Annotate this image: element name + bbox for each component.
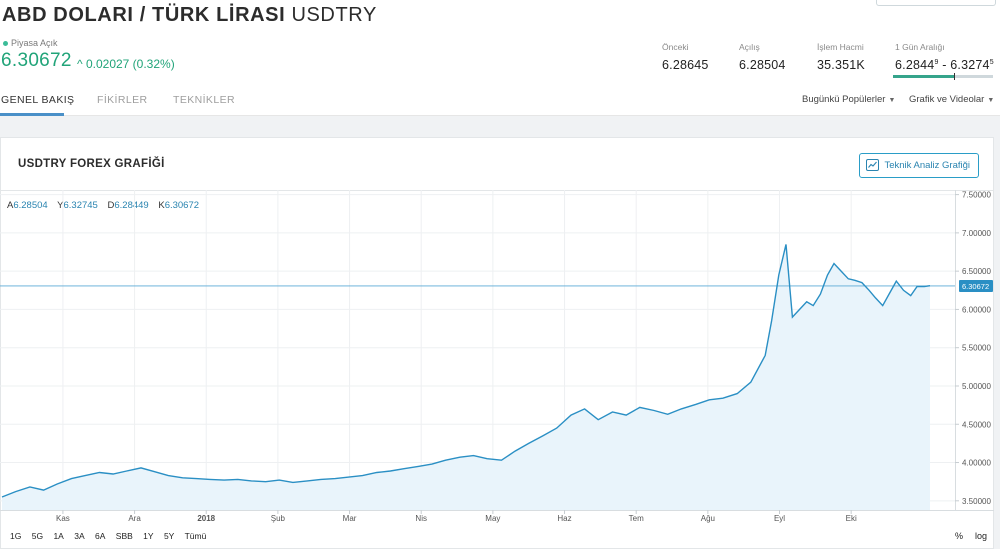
last-price-tag-bg	[959, 279, 993, 292]
current-price: 6.30672	[1, 50, 72, 71]
stat-open: Açılış 6.28504	[739, 42, 786, 72]
market-open-dot-icon	[3, 41, 8, 47]
popular-today-label: Bugünkü Popülerler	[802, 94, 886, 105]
market-status-text: Piyasa Açık	[11, 38, 58, 48]
stat-day-range-value: 6.28449 - 6.32745	[895, 58, 994, 72]
chart-icon	[866, 159, 880, 171]
stat-day-range-label: 1 Gün Aralığı	[895, 42, 945, 52]
timeframe-bar: 1G 5G 1A 3A 6A SBB 1Y 5Y Tümü	[10, 531, 214, 541]
stat-volume-value: 35.351K	[817, 58, 865, 72]
x-tick-label: Eyl	[774, 514, 785, 523]
stat-volume-label: İşlem Hacmi	[817, 42, 864, 52]
ohlc-open-value: 6.28504	[13, 200, 48, 211]
price-chart[interactable]: 7.50000 7.00000 6.50000 6.00000 5.50000 5.000…	[0, 190, 994, 530]
log-scale-toggle[interactable]: log	[975, 531, 988, 541]
stat-open-label: Açılış	[739, 42, 760, 52]
tab-technicals[interactable]: TEKNİKLER	[173, 94, 235, 106]
stat-volume: İşlem Hacmi 35.351K	[817, 42, 865, 72]
x-tick-label: 2018	[197, 514, 215, 523]
stat-previous: Önceki 6.28645	[662, 42, 709, 72]
tab-bar: GENEL BAKIŞ FİKİRLER TEKNİKLER Bugünkü P…	[0, 92, 1000, 116]
x-tick-label: Tem	[629, 514, 644, 523]
y-tick-label: 4.50000	[962, 420, 991, 429]
y-tick-label: 6.00000	[962, 305, 991, 314]
chevron-down-icon: ▼	[987, 97, 995, 104]
ohlc-high-label: Y	[57, 200, 64, 211]
y-tick-label: 5.50000	[962, 344, 991, 353]
y-tick-label: 3.50000	[962, 497, 991, 506]
x-tick-label: Ara	[128, 514, 141, 523]
technical-analysis-chart-label: Teknik Analiz Grafiği	[884, 160, 970, 171]
stat-previous-label: Önceki	[662, 42, 689, 52]
last-price-tag: 6.30672	[959, 279, 993, 292]
price-axis: 7.50000 7.00000 6.50000 6.00000 5.50000 5.000…	[955, 191, 991, 506]
y-tick-label: 5.00000	[962, 382, 991, 391]
pair-name: ABD DOLARI / TÜRK LİRASI	[2, 4, 286, 26]
range-high: 6.3274	[950, 58, 990, 72]
ohlc-low-value: 6.28449	[114, 200, 149, 211]
chart-card-header: USDTRY FOREX GRAFİĞİ Teknik Analiz Grafi…	[1, 138, 993, 191]
ohlc-low-label: D	[107, 200, 115, 211]
price-area-fill	[2, 244, 930, 510]
chart-card-title: USDTRY FOREX GRAFİĞİ	[18, 158, 165, 170]
timeframe-1m[interactable]: 1A	[53, 531, 64, 541]
timeframe-ytd[interactable]: SBB	[115, 531, 133, 541]
day-range-bar	[893, 73, 993, 80]
market-status: Piyasa Açık	[3, 38, 58, 48]
range-high-pip: 5	[989, 58, 994, 66]
price-change: ^ 0.02027 (0.32%)	[77, 57, 175, 71]
x-tick-label: Eki	[846, 514, 857, 523]
timeframe-1d[interactable]: 1G	[10, 531, 22, 541]
x-tick-label: Şub	[271, 514, 286, 523]
y-tick-label: 7.00000	[962, 229, 991, 238]
page-title: ABD DOLARI / TÜRK LİRASI USDTRY	[2, 4, 377, 27]
range-low-pip: 9	[934, 58, 939, 66]
tab-ideas[interactable]: FİKİRLER	[97, 94, 148, 106]
charts-videos-dropdown[interactable]: Grafik ve Videolar ▼	[909, 94, 994, 105]
timeframe-1y[interactable]: 1Y	[143, 531, 154, 541]
ohlc-close-label: K	[158, 200, 165, 211]
popular-today-dropdown[interactable]: Bugünkü Popülerler ▼	[802, 94, 895, 105]
tab-overview[interactable]: GENEL BAKIŞ	[1, 94, 75, 106]
x-tick-label: Haz	[557, 514, 571, 523]
day-range-fill	[893, 75, 954, 78]
day-range-marker	[954, 73, 955, 80]
ohlc-open-label: A	[7, 200, 14, 211]
chevron-down-icon: ▼	[888, 97, 896, 104]
ohlc-readout: A6.28504 Y6.32745 D6.28449 K6.30672	[7, 200, 206, 211]
x-tick-label: Ağu	[701, 514, 715, 523]
charts-videos-label: Grafik ve Videolar	[909, 94, 985, 105]
ohlc-high-value: 6.32745	[63, 200, 98, 211]
stat-day-range: 1 Gün Aralığı 6.28449 - 6.32745	[895, 42, 994, 72]
stat-open-value: 6.28504	[739, 58, 786, 72]
x-tick-label: May	[485, 514, 500, 523]
x-tick-label: Mar	[343, 514, 357, 523]
top-right-button[interactable]	[876, 0, 996, 6]
y-tick-label: 6.50000	[962, 267, 991, 276]
range-separator: -	[938, 58, 951, 72]
time-axis: Kas Ara 2018 Şub Mar Nis May Haz Tem Ağu Eyl Eki	[56, 510, 857, 523]
pair-symbol: USDTRY	[291, 4, 377, 26]
stat-previous-value: 6.28645	[662, 58, 709, 72]
timeframe-5y[interactable]: 5Y	[163, 531, 175, 541]
percent-scale-toggle[interactable]: %	[955, 531, 964, 541]
timeframe-5d[interactable]: 5G	[31, 531, 44, 541]
timeframe-3m[interactable]: 3A	[74, 531, 85, 541]
x-tick-label: Nis	[415, 514, 427, 523]
price-line	[1, 244, 931, 498]
y-tick-label: 4.00000	[962, 459, 991, 468]
last-price-tag-label: 6.30672	[962, 282, 989, 291]
ohlc-close-value: 6.30672	[164, 200, 200, 211]
y-tick-label: 7.50000	[962, 191, 991, 200]
timeframe-all[interactable]: Tümü	[184, 531, 207, 541]
active-tab-indicator	[0, 113, 64, 116]
range-low: 6.2844	[895, 58, 935, 72]
x-tick-label: Kas	[56, 514, 70, 523]
timeframe-6m[interactable]: 6A	[95, 531, 106, 541]
technical-analysis-chart-button[interactable]: Teknik Analiz Grafiği	[859, 153, 979, 178]
